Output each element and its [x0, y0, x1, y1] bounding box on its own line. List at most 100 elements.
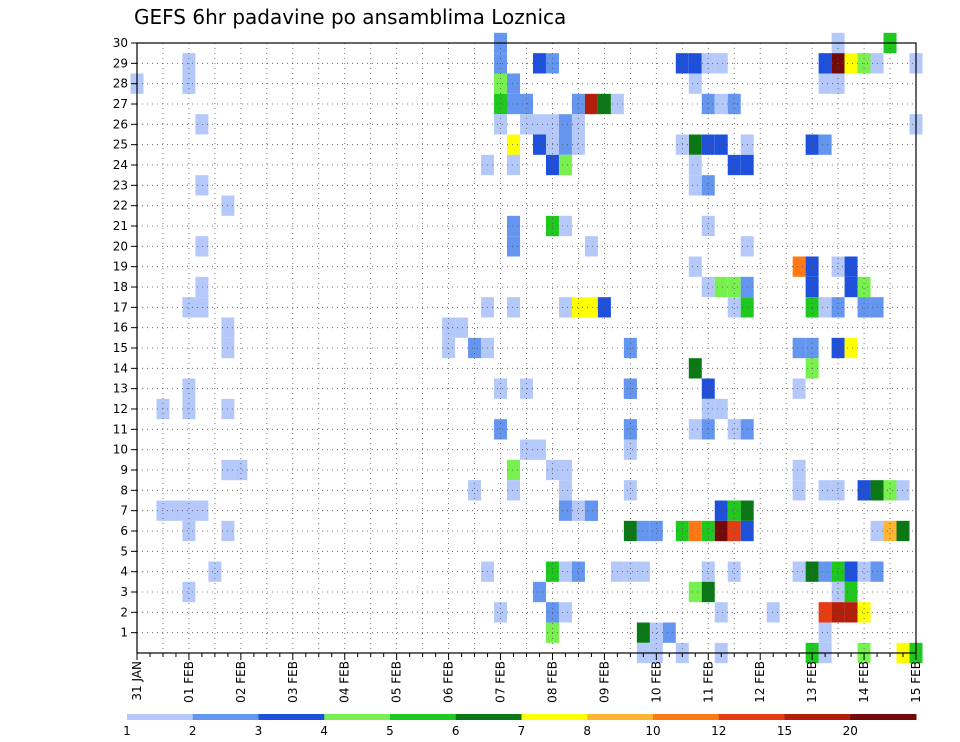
x-tick-label: 01 FEB — [182, 661, 196, 703]
color-legend: 1 2 3 4 5 6 7 8 10 12 15 20 — [123, 714, 917, 738]
y-tick-label: 15 — [113, 341, 128, 355]
heatmap-cell — [507, 154, 520, 176]
heatmap-cell — [507, 73, 520, 94]
heatmap-cell — [532, 53, 546, 74]
heatmap-cell — [182, 520, 196, 542]
legend-label: 4 — [320, 724, 328, 738]
heatmap-cell — [831, 337, 845, 359]
heatmap-cell — [558, 561, 572, 582]
heatmap-cell — [818, 73, 832, 94]
y-tick-label: 30 — [113, 36, 128, 50]
y-tick-label: 9 — [120, 463, 128, 477]
heatmap-cell — [507, 297, 520, 318]
heatmap-cell — [727, 561, 741, 582]
y-tick-label: 3 — [120, 585, 128, 599]
heatmap-cell — [182, 581, 196, 603]
x-tick-label: 07 FEB — [494, 661, 508, 703]
heatmap-cell — [714, 500, 728, 521]
heatmap-cell — [701, 520, 715, 542]
y-tick-label: 6 — [120, 524, 128, 538]
y-axis-ticks: 1234567891011121314151617181920212223242… — [113, 36, 137, 640]
y-tick-label: 29 — [113, 56, 128, 70]
heatmap-cell — [688, 520, 702, 542]
heatmap-cell — [623, 337, 637, 359]
y-tick-label: 7 — [120, 504, 128, 518]
heatmap-cell — [558, 154, 572, 176]
heatmap-cell — [844, 256, 858, 277]
heatmap-cell — [584, 93, 598, 115]
heatmap-cell — [727, 500, 741, 521]
heatmap-cell — [494, 602, 508, 623]
heatmap-cell — [714, 276, 728, 298]
heatmap-cell — [688, 154, 702, 176]
x-tick-label: 05 FEB — [390, 661, 404, 703]
heatmap-cell — [701, 419, 715, 440]
heatmap-cell — [688, 419, 702, 440]
y-tick-label: 21 — [113, 219, 128, 233]
legend-label: 7 — [518, 724, 526, 738]
legend-swatch — [390, 714, 457, 720]
heatmap-cell — [507, 459, 520, 481]
heatmap-cell — [234, 459, 248, 481]
y-tick-label: 27 — [113, 97, 128, 111]
y-tick-label: 25 — [113, 138, 128, 152]
chart-title: GEFS 6hr padavine po ansamblima Loznica — [134, 5, 566, 29]
heatmap-cell — [714, 520, 728, 542]
heatmap-cell — [701, 561, 715, 582]
heatmap-cell — [701, 175, 715, 196]
heatmap-cell — [844, 276, 858, 298]
legend-label: 6 — [452, 724, 460, 738]
legend-swatch — [324, 714, 391, 720]
heatmap-cell — [558, 215, 572, 237]
y-tick-label: 5 — [120, 544, 128, 558]
heatmap-cell — [468, 337, 482, 359]
y-tick-label: 8 — [120, 483, 128, 497]
heatmap-cell — [520, 439, 533, 460]
heatmap-cell — [727, 276, 741, 298]
heatmap-cell — [507, 215, 520, 237]
y-tick-label: 10 — [113, 443, 128, 457]
heatmap-cell — [818, 480, 832, 501]
heatmap-cell — [649, 622, 663, 643]
heatmap-cell — [597, 297, 611, 318]
x-tick-label: 02 FEB — [234, 661, 248, 703]
heatmap-cell — [532, 439, 546, 460]
plot-grid — [137, 43, 916, 653]
y-tick-label: 11 — [113, 422, 128, 436]
x-tick-label: 04 FEB — [338, 661, 352, 703]
heatmap-cell — [883, 480, 897, 501]
y-tick-label: 14 — [113, 361, 128, 375]
heatmap-cell — [766, 602, 780, 623]
heatmap-cell — [727, 520, 741, 542]
heatmap-cell — [818, 53, 832, 74]
y-tick-label: 12 — [113, 402, 128, 416]
y-tick-label: 24 — [113, 158, 128, 172]
heatmap-cell — [857, 480, 871, 501]
legend-swatch — [718, 714, 785, 720]
heatmap-cell — [831, 297, 845, 318]
heatmap-cell — [558, 480, 572, 501]
heatmap-cell — [883, 520, 897, 542]
y-tick-label: 20 — [113, 239, 128, 253]
heatmap-cell — [844, 581, 858, 603]
heatmap-cell — [857, 297, 871, 318]
y-tick-label: 19 — [113, 260, 128, 274]
legend-label: 8 — [583, 724, 591, 738]
y-tick-label: 13 — [113, 382, 128, 396]
heatmap-cell — [844, 53, 858, 74]
heatmap-cell — [494, 419, 508, 440]
y-tick-label: 17 — [113, 300, 128, 314]
heatmap-cell — [831, 256, 845, 277]
x-tick-label: 14 FEB — [857, 661, 871, 703]
heatmap-cell — [688, 53, 702, 74]
heatmap-cell — [208, 561, 222, 582]
heatmap-cell — [532, 581, 546, 603]
heatmap-cell — [649, 520, 663, 542]
legend-label: 5 — [386, 724, 394, 738]
heatmap-cell — [857, 276, 871, 298]
heatmap-cell — [792, 459, 806, 481]
x-tick-label: 08 FEB — [546, 661, 560, 703]
legend-label: 20 — [843, 724, 858, 738]
heatmap-cell — [688, 581, 702, 603]
